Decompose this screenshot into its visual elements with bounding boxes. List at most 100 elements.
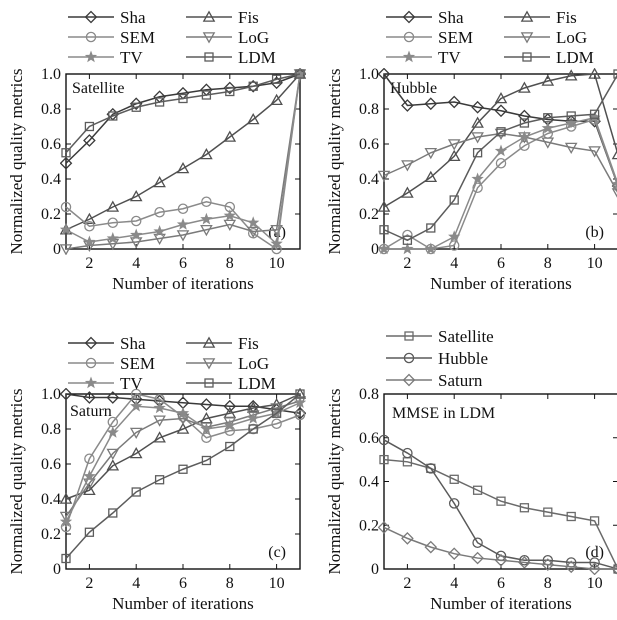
data-point-hubble: [448, 498, 460, 509]
panel-tag: (b): [585, 224, 604, 241]
panel-label: Satellite: [72, 80, 124, 97]
data-point-saturn: [564, 560, 578, 574]
data-point-tv: [247, 412, 260, 424]
data-point-sha: [518, 109, 531, 123]
series-line-sem: [383, 118, 617, 250]
y-tick-label: 0.4: [41, 171, 61, 188]
data-point-fis: [106, 459, 120, 471]
legend-marker-tv: [84, 50, 98, 63]
data-point-fis: [378, 200, 391, 212]
data-point-ldm: [589, 109, 600, 119]
data-point-tv: [247, 216, 260, 228]
x-tick-label: 4: [450, 255, 458, 272]
data-point-ldm: [613, 69, 617, 79]
series-group: [60, 388, 306, 564]
data-point-fis: [176, 161, 190, 174]
y-tick-label: 1.0: [359, 66, 379, 83]
data-point-fis: [494, 91, 508, 104]
legend-label-satellite: Satellite: [438, 327, 494, 346]
data-point-sha: [378, 68, 391, 81]
series-line-sem: [65, 73, 301, 251]
series-line-fis: [65, 73, 301, 231]
x-tick-label: 10: [587, 255, 603, 272]
y-tick-label: 1.0: [41, 66, 61, 83]
legend-label-fis: Fis: [238, 8, 259, 27]
legend-marker-saturn: [402, 373, 416, 387]
data-point-log: [541, 137, 555, 149]
data-point-tv: [176, 218, 190, 230]
x-tick-label: 4: [450, 575, 458, 592]
legend: Sha Fis SEM LoG TV LDM: [68, 8, 276, 67]
data-point-fis: [471, 116, 484, 128]
data-point-fis: [60, 492, 73, 504]
y-tick-label: 0.2: [41, 526, 61, 543]
data-point-tv: [200, 422, 213, 435]
data-point-fis: [246, 112, 260, 125]
series-line-log: [65, 73, 301, 250]
data-point-tv: [401, 242, 414, 255]
y-tick-label: 0.8: [359, 101, 379, 118]
y-tick-label: 0.4: [41, 491, 61, 508]
chart-panel-d: 2 4 6 8 10 0 0.2 0.4 0.6 0.8 Number of iterations N…: [325, 327, 617, 613]
data-point-ldm: [271, 408, 282, 418]
data-point-log: [223, 219, 237, 232]
data-point-sem: [60, 201, 72, 213]
data-point-ldm: [201, 455, 212, 466]
series-line-sem: [65, 393, 301, 528]
data-point-saturn: [588, 562, 601, 575]
data-point-ldm: [295, 69, 305, 79]
data-point-satellite: [379, 454, 389, 465]
data-point-ldm: [178, 93, 188, 104]
data-point-sem: [201, 196, 212, 207]
x-tick-label: 6: [179, 255, 187, 272]
data-point-log: [424, 147, 438, 160]
data-point-ldm: [519, 118, 530, 128]
legend-marker-sha: [84, 336, 98, 350]
panel-label: Saturn: [70, 403, 112, 420]
data-point-ldm: [248, 81, 258, 91]
data-point-ldm: [472, 148, 483, 158]
y-tick-label: 0.4: [359, 171, 379, 188]
data-point-log: [200, 224, 213, 237]
series-line-ldm: [65, 73, 301, 154]
data-point-fis: [270, 93, 283, 106]
legend-marker-tv: [84, 376, 98, 389]
data-point-ldm: [271, 74, 282, 84]
data-point-fis: [611, 149, 617, 160]
data-point-tv: [153, 225, 166, 237]
y-tick-label: 0.6: [41, 136, 61, 153]
data-point-fis: [129, 446, 143, 459]
legend-label-sem: SEM: [120, 28, 155, 47]
data-point-ldm: [108, 508, 118, 518]
data-point-sha: [106, 391, 120, 404]
data-point-fis: [129, 189, 143, 202]
data-point-ldm: [178, 464, 188, 474]
legend-marker-sem: [403, 31, 415, 43]
plot-frame: [383, 73, 617, 250]
data-point-sha: [401, 99, 414, 112]
series-line-log: [383, 132, 617, 193]
data-point-sem: [271, 418, 282, 429]
data-point-tv: [200, 212, 213, 225]
data-point-tv: [83, 235, 96, 248]
data-point-tv: [176, 406, 190, 419]
data-point-fis: [153, 175, 166, 188]
data-point-hubble: [402, 447, 413, 459]
legend-marker-log: [202, 358, 216, 370]
x-tick-label: 6: [497, 255, 505, 272]
data-point-ldm: [154, 475, 165, 485]
data-point-ldm: [61, 553, 71, 564]
legend-marker-sem: [85, 357, 97, 369]
y-tick-label: 0.6: [41, 456, 61, 473]
data-point-sha: [494, 104, 508, 118]
x-tick-label: 8: [226, 255, 234, 272]
data-point-log: [129, 237, 143, 249]
data-point-satellite: [472, 485, 483, 495]
series-line-satellite: [383, 458, 617, 569]
legend-label-tv: TV: [120, 48, 143, 67]
data-point-ldm: [225, 441, 235, 452]
data-point-log: [176, 230, 190, 242]
data-point-satellite: [566, 511, 576, 522]
data-point-saturn: [494, 553, 508, 567]
